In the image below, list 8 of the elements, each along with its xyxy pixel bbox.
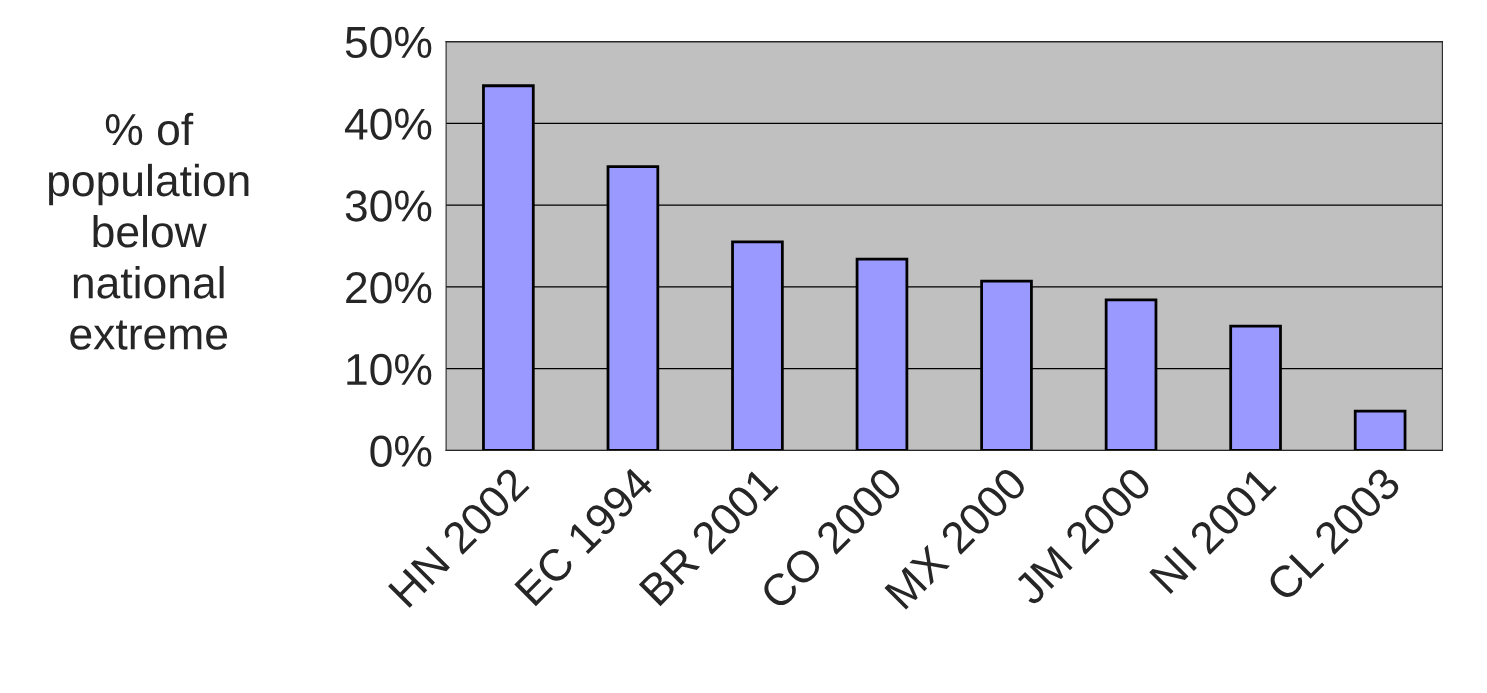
- y-tick-label: 50%: [345, 26, 432, 59]
- y-tick-label: 40%: [344, 108, 432, 140]
- bar: [1353, 409, 1407, 451]
- y-tick-label: 30%: [345, 190, 432, 222]
- y-axis-title: % of population below national extreme: [49, 112, 249, 350]
- y-tick-label: 20%: [346, 271, 432, 304]
- y-tick-label: 10%: [347, 353, 432, 386]
- y-tick-label: 0%: [370, 435, 432, 467]
